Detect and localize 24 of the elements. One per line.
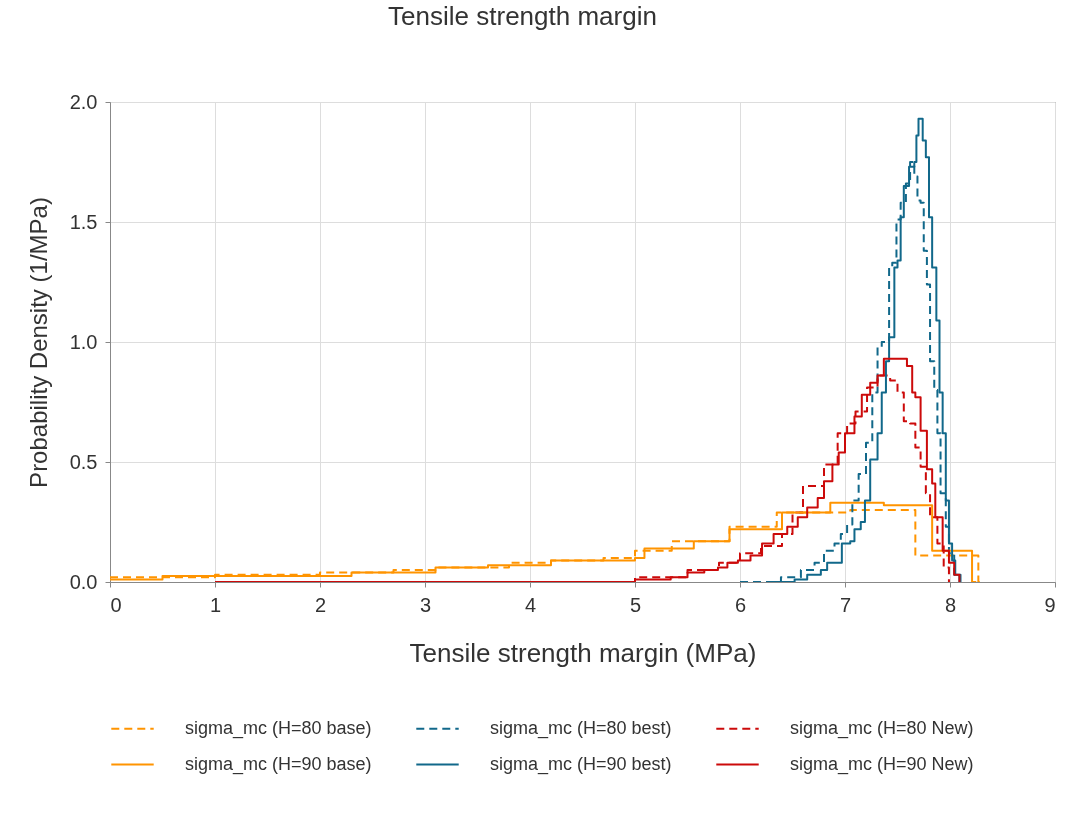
x-tick-label: 2 [314, 593, 327, 616]
x-tick-label: 7 [839, 593, 852, 616]
x-tick-label: 8 [944, 593, 957, 616]
legend-label: sigma_mc (H=80 best) [490, 717, 672, 739]
x-tick-label: 1 [209, 593, 222, 616]
y-tick-label: 0.0 [69, 570, 98, 593]
x-tick-label: 3 [419, 593, 432, 616]
y-tick-label: 1.0 [69, 330, 98, 353]
y-tick-label: 2.0 [69, 90, 98, 113]
x-tick-label: 6 [734, 593, 747, 616]
x-tick-label: 5 [629, 593, 642, 616]
x-tick-label: 4 [524, 593, 537, 616]
chart-title: Tensile strength margin [388, 1, 657, 31]
x-axis-title: Tensile strength margin (MPa) [409, 637, 757, 668]
y-tick-label: 0.5 [69, 450, 98, 473]
legend-label: sigma_mc (H=90 base) [185, 753, 372, 775]
y-axis-title: Probability Density (1/MPa) [24, 197, 52, 488]
legend-label: sigma_mc (H=80 New) [790, 717, 974, 739]
y-tick-label: 1.5 [69, 210, 98, 233]
x-tick-label: 9 [1044, 593, 1056, 616]
x-tick-label: 0 [110, 593, 122, 616]
legend-label: sigma_mc (H=90 best) [490, 753, 672, 775]
legend-label: sigma_mc (H=80 base) [185, 717, 372, 739]
legend-label: sigma_mc (H=90 New) [790, 753, 974, 775]
